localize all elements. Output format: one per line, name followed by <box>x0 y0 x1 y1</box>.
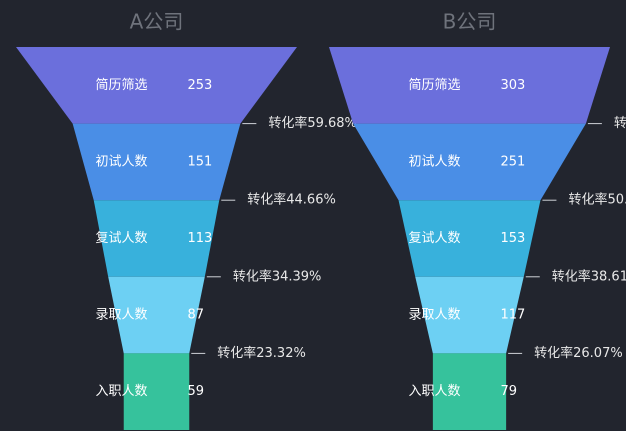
funnel-stage <box>72 123 241 201</box>
stage-value: 303 <box>501 78 526 93</box>
stage-value: 87 <box>188 308 205 323</box>
stage-label: 复试人数 <box>408 231 460 246</box>
stage-label: 复试人数 <box>95 231 147 246</box>
funnel-stage <box>353 123 586 201</box>
conversion-label: 转化率50.50% <box>568 192 626 208</box>
funnel-stage <box>108 276 205 354</box>
stage-value: 59 <box>188 384 205 399</box>
stage-label: 录取人数 <box>408 308 460 323</box>
stage-label: 入职人数 <box>95 384 147 399</box>
conversion-label: 转化率26.07% <box>534 345 623 361</box>
funnel-stage <box>398 200 541 277</box>
stage-label: 简历筛选 <box>95 77 147 93</box>
stage-value: 117 <box>501 308 526 323</box>
stage-value: 253 <box>188 78 213 93</box>
conversion-label: 转化率59.68% <box>268 115 357 131</box>
funnel-stage <box>93 200 220 277</box>
stage-label: 初试人数 <box>408 154 460 169</box>
conversion-label: 转化率44.66% <box>247 192 336 208</box>
stage-label: 录取人数 <box>95 308 147 323</box>
funnel-stage <box>432 353 507 430</box>
chart-title: A公司 <box>130 10 184 34</box>
stage-value: 153 <box>501 231 526 246</box>
stage-value: 251 <box>501 154 526 169</box>
stage-value: 113 <box>188 231 213 246</box>
stage-label: 简历筛选 <box>408 77 460 93</box>
stage-value: 79 <box>501 384 518 399</box>
funnel-stage <box>329 47 610 124</box>
conversion-label: 转化率23.32% <box>217 345 306 361</box>
stage-label: 初试人数 <box>95 154 147 169</box>
stage-value: 151 <box>188 154 213 169</box>
funnel-stage <box>415 276 524 354</box>
funnel-stage <box>16 47 297 124</box>
funnel-stage <box>123 353 190 430</box>
conversion-label: 转化率82.84% <box>614 115 626 131</box>
stage-label: 入职人数 <box>408 384 460 399</box>
chart-title: B公司 <box>443 10 497 34</box>
conversion-label: 转化率34.39% <box>233 268 322 284</box>
conversion-label: 转化率38.61% <box>552 268 626 284</box>
